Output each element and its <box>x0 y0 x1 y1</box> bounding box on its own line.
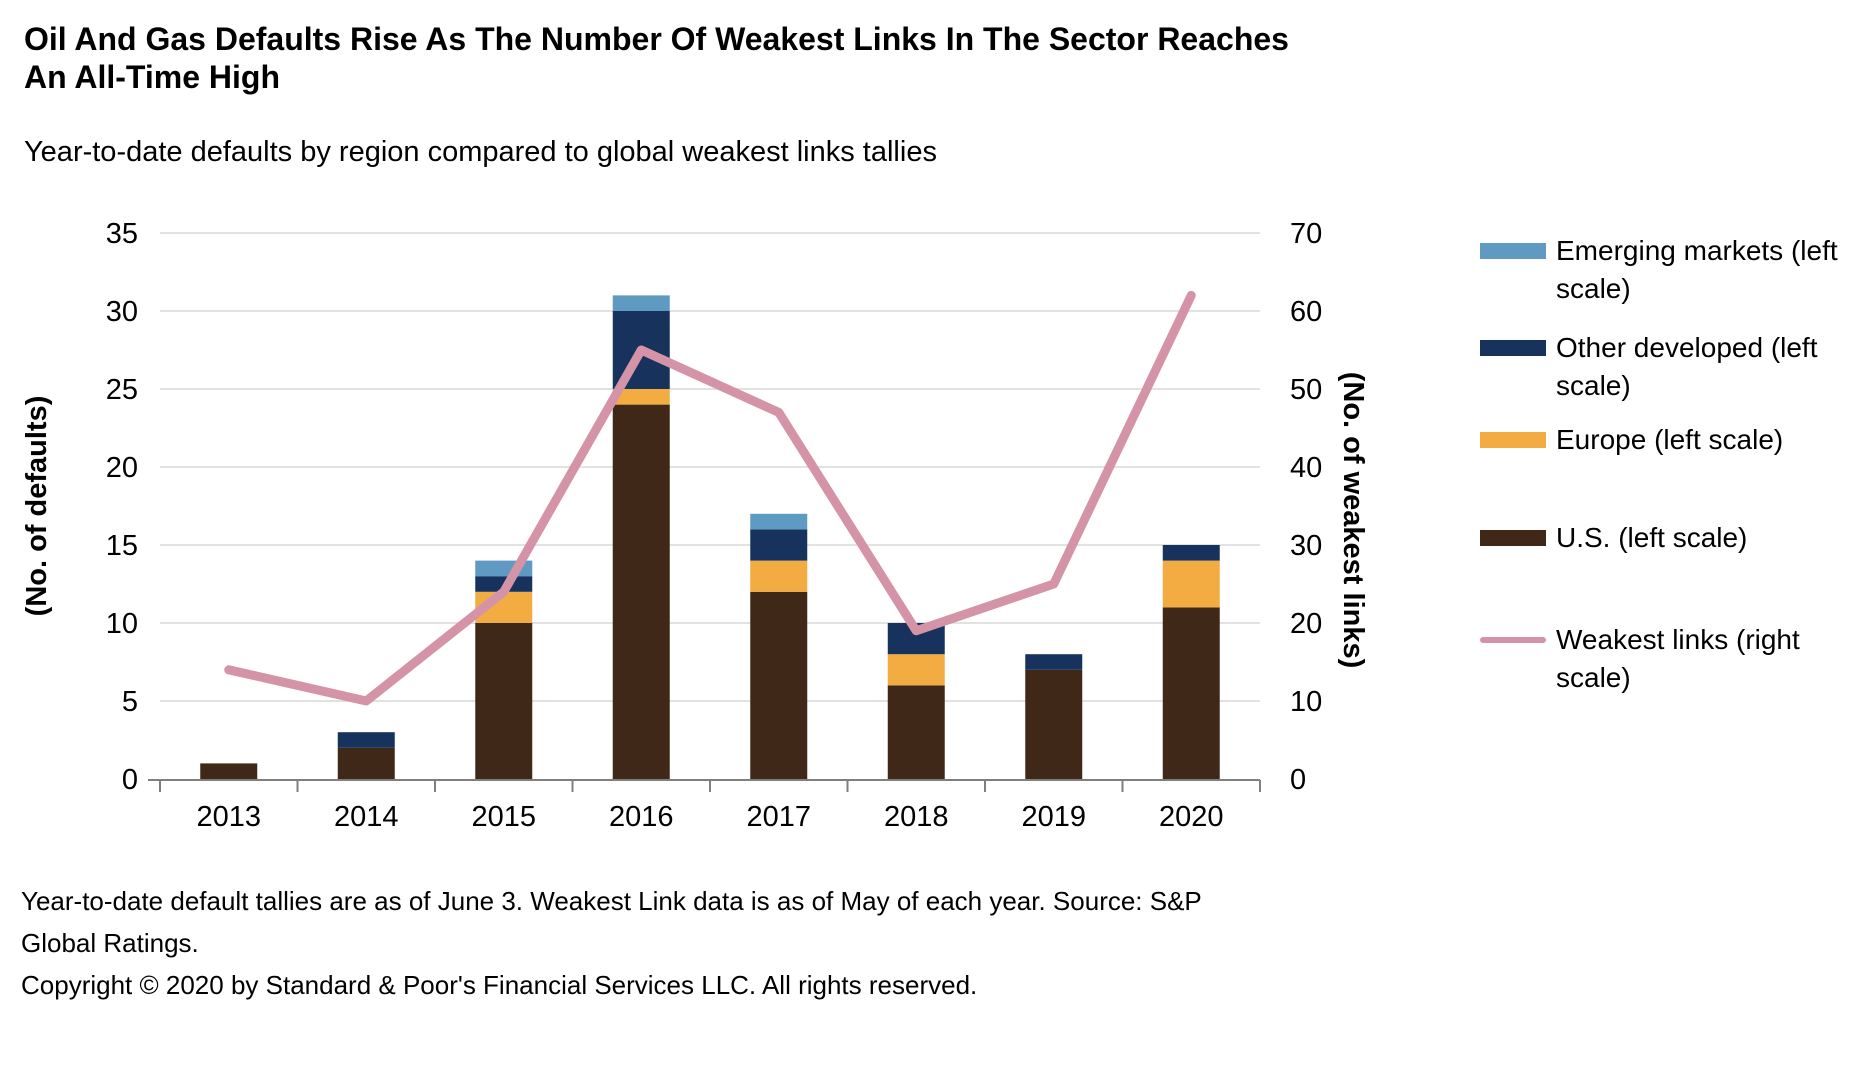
right-axis-title: (No. of weakest links) <box>1337 372 1369 669</box>
right-axis-tick-30: 30 <box>1290 530 1322 562</box>
legend-label: Europe (left scale) <box>1556 424 1784 455</box>
bar-segment-us-2020 <box>1162 607 1220 779</box>
left-axis-tick-0: 0 <box>122 764 138 796</box>
legend-item-emerging: Emerging markets (left scale) <box>1480 232 1856 308</box>
legend-label: U.S. (left scale) <box>1556 522 1748 553</box>
left-axis-tick-30: 30 <box>106 296 138 328</box>
copyright-note: Copyright © 2020 by Standard & Poor's Fi… <box>21 970 978 1000</box>
chart-title-line-1: Oil And Gas Defaults Rise As The Number … <box>24 21 1289 57</box>
right-axis-tick-70: 70 <box>1290 218 1322 250</box>
bar-segment-europe-2016 <box>612 389 670 405</box>
right-axis-tick-60: 60 <box>1290 296 1322 328</box>
bar-segment-emerging-2017 <box>750 513 808 530</box>
bar-segment-other-2017 <box>750 529 808 561</box>
legend-item-us: U.S. (left scale) <box>1480 519 1856 557</box>
x-axis-label-2013: 2013 <box>196 801 261 833</box>
legend-color-swatch <box>1480 432 1546 448</box>
legend-label: Emerging markets (left scale) <box>1556 235 1838 304</box>
legend-label: Other developed (left scale) <box>1556 332 1818 401</box>
bar-segment-us-2019 <box>1025 669 1083 779</box>
left-axis-title: (No. of defaults) <box>21 396 53 617</box>
x-axis-label-2017: 2017 <box>746 801 811 833</box>
bar-segment-us-2017 <box>750 591 808 779</box>
left-axis-tick-10: 10 <box>106 608 138 640</box>
right-axis-tick-10: 10 <box>1290 686 1322 718</box>
left-axis-tick-20: 20 <box>106 452 138 484</box>
x-axis-label-2014: 2014 <box>334 801 399 833</box>
weakest-links-line <box>224 290 1196 706</box>
bar-segment-us-2015 <box>475 623 533 779</box>
x-axis-label-2018: 2018 <box>884 801 949 833</box>
left-axis-tick-15: 15 <box>106 530 138 562</box>
chart-title: Oil And Gas Defaults Rise As The Number … <box>24 20 1289 96</box>
right-axis-tick-0: 0 <box>1290 764 1306 796</box>
legend-item-europe: Europe (left scale) <box>1480 421 1856 459</box>
x-axis-label-2016: 2016 <box>609 801 674 833</box>
right-axis-tick-40: 40 <box>1290 452 1322 484</box>
x-axis-label-2015: 2015 <box>471 801 536 833</box>
right-axis-tick-20: 20 <box>1290 608 1322 640</box>
source-note-line-1: Year-to-date default tallies are as of J… <box>21 886 1202 916</box>
left-axis-tick-5: 5 <box>122 686 138 718</box>
chart-footnotes: Year-to-date default tallies are as of J… <box>21 880 1401 1006</box>
legend-color-swatch <box>1480 243 1546 259</box>
legend-line-swatch <box>1480 637 1546 643</box>
x-axis-label-2020: 2020 <box>1159 801 1224 833</box>
bar-segment-other-2020 <box>1162 545 1220 561</box>
left-axis-tick-25: 25 <box>106 374 138 406</box>
bar-segment-us-2013 <box>200 763 258 779</box>
left-axis-tick-35: 35 <box>106 218 138 250</box>
bar-segment-other-2014 <box>337 732 395 748</box>
bar-segment-europe-2020 <box>1162 560 1220 608</box>
legend-color-swatch <box>1480 530 1546 546</box>
bar-segment-europe-2018 <box>887 654 945 686</box>
right-axis-tick-50: 50 <box>1290 374 1322 406</box>
legend-color-swatch <box>1480 340 1546 356</box>
legend-item-weakest: Weakest links (right scale) <box>1480 621 1856 697</box>
bar-segment-us-2014 <box>337 747 395 779</box>
bar-segment-us-2018 <box>887 685 945 779</box>
chart-title-line-2: An All-Time High <box>24 59 280 95</box>
x-axis-label-2019: 2019 <box>1021 801 1086 833</box>
bar-segment-europe-2017 <box>750 560 808 592</box>
legend-label: Weakest links (right scale) <box>1556 624 1800 693</box>
source-note-line-2: Global Ratings. <box>21 928 199 958</box>
bar-segment-us-2016 <box>612 404 670 779</box>
bar-segment-emerging-2016 <box>612 295 670 311</box>
legend-item-other: Other developed (left scale) <box>1480 329 1856 405</box>
bar-segment-other-2019 <box>1025 654 1083 670</box>
chart-subtitle: Year-to-date defaults by region compared… <box>24 136 937 168</box>
